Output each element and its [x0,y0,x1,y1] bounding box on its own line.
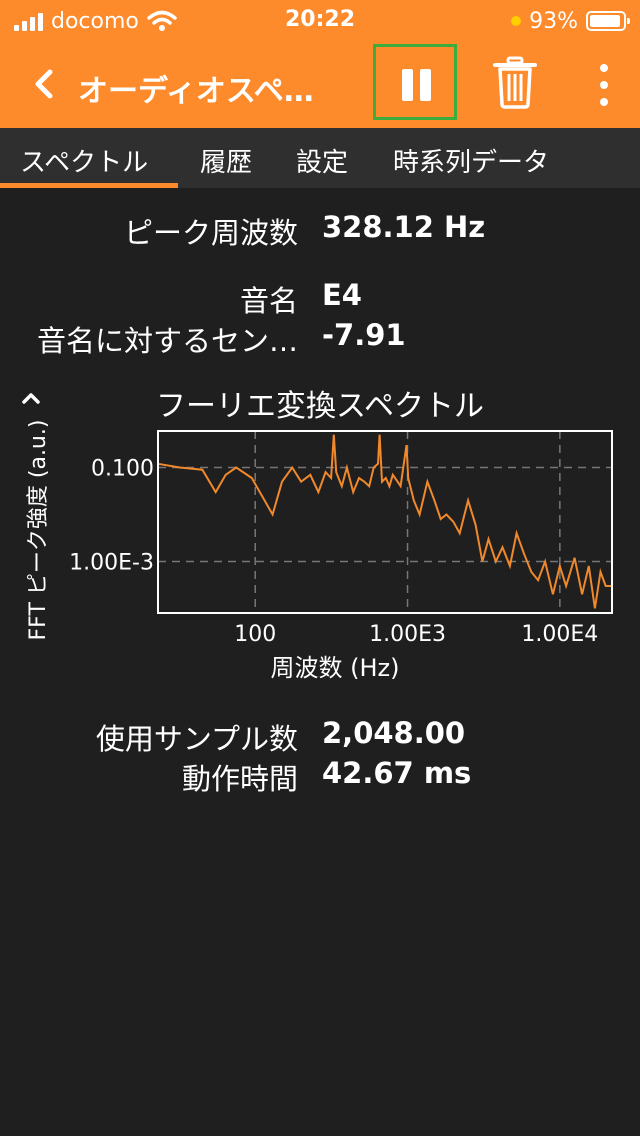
battery-icon [586,11,630,31]
duration-value: 42.67 ms [322,756,472,790]
x-tick-label: 1.00E3 [369,622,446,647]
x-axis-label: 周波数 (Hz) [271,654,400,682]
tab-bar: スペクトル 履歴 設定 時系列データ [0,128,640,188]
peak-frequency-label: ピーク周波数 [123,216,298,250]
collapse-chevron-icon[interactable] [22,393,40,404]
y-axis-label: FFT ピーク強度 (a.u.) [26,420,51,641]
tab-time-series[interactable]: 時系列データ [393,148,550,178]
status-left: docomo [14,8,177,34]
spectrum-chart: フーリエ変換スペクトル 100 1.00E3 1.00E40.1001.00E-3 … [22,389,613,682]
page-title: オーディオスペ… [78,74,314,109]
status-right: 93% [511,8,630,34]
battery-percent: 93% [529,8,578,34]
trash-icon[interactable] [492,56,538,110]
plot-frame [157,430,613,614]
tab-spectrum[interactable]: スペクトル [20,148,149,178]
samples-label: 使用サンプル数 [95,722,298,756]
peak-frequency-value: 328.12 Hz [322,210,486,244]
active-tab-indicator [0,183,178,188]
pause-button[interactable] [373,44,457,120]
more-vertical-icon[interactable] [590,60,618,110]
orange-dot-indicator [511,16,522,26]
x-tick-label: 100 [234,622,276,647]
tab-settings[interactable]: 設定 [296,148,349,178]
duration-label: 動作時間 [181,762,298,796]
pause-icon-bar-2 [420,69,431,101]
chart-grid [158,431,612,613]
spectrum-line [157,434,612,609]
wifi-icon [147,10,177,31]
tab-history[interactable]: 履歴 [200,148,253,178]
status-time: 20:22 [284,7,356,32]
chevron-left-icon[interactable] [28,64,60,104]
pause-icon [402,69,413,101]
chart-title: フーリエ変換スペクトル [156,389,484,424]
y-tick-label: 1.00E-3 [69,550,154,575]
samples-value: 2,048.00 [322,716,466,750]
carrier-name: docomo [51,8,139,34]
app-bar: オーディオスペ… [0,42,640,128]
signal-icon [14,11,43,31]
x-tick-label: 1.00E4 [521,622,598,647]
chart-ticks: 100 1.00E3 1.00E4 0.100 1.00E-3 [69,457,598,647]
note-name-label: 音名 [239,284,298,318]
cents-value: -7.91 [322,318,406,352]
cents-label: 音名に対するセン… [36,324,298,358]
y-tick-label: 0.100 [91,457,154,482]
status-bar: docomo 20:22 93% [0,0,640,42]
note-name-value: E4 [322,278,362,312]
